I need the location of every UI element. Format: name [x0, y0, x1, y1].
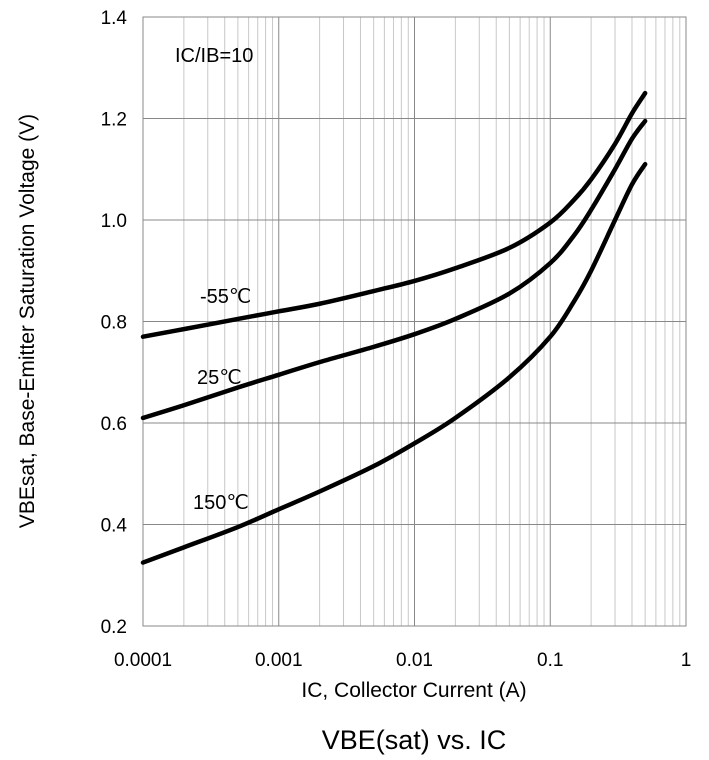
y-axis-title: VBEsat, Base-Emitter Saturation Voltage … — [16, 114, 39, 528]
x-tick-label: 0.0001 — [114, 650, 172, 671]
y-tick-label: 1.0 — [101, 211, 127, 232]
y-tick-label: 1.2 — [101, 110, 127, 131]
series-label-minus55: -55℃ — [200, 286, 251, 308]
y-tick-label: 0.8 — [101, 313, 127, 334]
y-tick-label: 0.6 — [101, 414, 127, 435]
y-tick-label: 0.4 — [101, 516, 128, 537]
x-tick-label: 0.001 — [255, 650, 303, 671]
ic-ib-ratio-annotation: IC/IB=10 — [175, 45, 253, 67]
series-label-150: 150℃ — [193, 492, 249, 514]
chart-title: VBE(sat) vs. IC — [322, 725, 507, 755]
series-label-25: 25℃ — [197, 367, 242, 389]
x-tick-label: 1 — [681, 650, 692, 671]
x-tick-label: 0.1 — [537, 650, 563, 671]
x-tick-label: 0.01 — [396, 650, 433, 671]
y-tick-label: 1.4 — [101, 8, 128, 29]
x-axis-title: IC, Collector Current (A) — [301, 679, 526, 702]
y-tick-label: 0.2 — [101, 617, 127, 638]
